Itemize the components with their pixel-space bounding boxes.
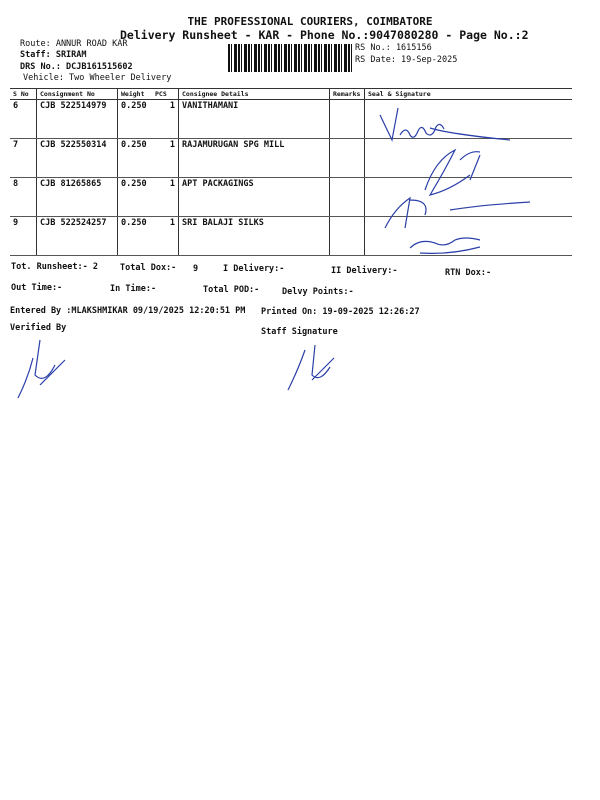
table-row: 8 CJB 81265865 0.250 1 APT PACKAGINGS [10,177,572,217]
cell-seal-signature [364,177,572,217]
total-dox: Total Dox:- [120,263,177,273]
vehicle: Vehicle: Two Wheeler Delivery [23,73,172,83]
signature-row6 [379,107,511,142]
tot-runsheet: Tot. Runsheet:- 2 [11,262,98,272]
verified-by: Verified By [10,323,67,333]
cell-pcs: 1 [152,216,179,256]
cell-consignment-no: CJB 522550314 [36,138,118,178]
cell-weight: 0.250 [117,99,152,139]
signature-row7 [424,148,481,196]
entered-by: Entered By :MLAKSHMIKAR 09/19/2025 12:20… [10,306,246,316]
rs-date: RS Date: 19-Sep-2025 [355,55,458,65]
col-pcs: PCS [152,88,179,100]
col-seal: Seal & Signature [364,88,572,100]
cell-sno: 9 [10,216,37,256]
delvy-points: Delvy Points:- [282,287,354,297]
cell-sno: 8 [10,177,37,217]
consignment-table: S No Consignment No Weight PCS Consignee… [10,88,572,256]
col-remarks: Remarks [329,88,365,100]
total-pod: Total POD:- [203,285,260,295]
route: Route: ANNUR ROAD KAR [20,39,128,49]
cell-consignment-no: CJB 522514979 [36,99,118,139]
cell-remarks [329,177,365,217]
cell-consignment-no: CJB 81265865 [36,177,118,217]
staff-signature: Staff Signature [261,327,338,337]
ii-delivery: II Delivery:- [331,266,398,276]
runsheet-title: Delivery Runsheet - KAR - Phone No.:9047… [120,28,529,42]
company-title: THE PROFESSIONAL COURIERS, COIMBATORE [187,15,433,28]
cell-pcs: 1 [152,99,179,139]
staff-signature-mark [287,344,335,391]
printed-on: Printed On: 19-09-2025 12:26:27 [261,307,420,317]
total-dox-value: 9 [193,264,199,274]
rtn-dox: RTN Dox:- [445,268,492,278]
cell-remarks [329,99,365,139]
signature-row8 [384,196,531,229]
cell-sno: 7 [10,138,37,178]
barcode [228,44,352,72]
col-consignment: Consignment No [36,88,118,100]
cell-sno: 6 [10,99,37,139]
verified-signature [17,339,66,399]
cell-remarks [329,138,365,178]
table-row: 6 CJB 522514979 0.250 1 VANITHAMANI [10,99,572,139]
col-sno: S No [10,88,37,100]
i-delivery: I Delivery:- [223,264,285,274]
cell-pcs: 1 [152,177,179,217]
signature-row9 [409,237,481,254]
table-row: 9 CJB 522524257 0.250 1 SRI BALAJI SILKS [10,216,572,256]
out-time: Out Time:- [11,283,63,293]
staff: Staff: SRIRAM [20,50,87,60]
in-time: In Time:- [110,284,157,294]
cell-consignee: RAJAMURUGAN SPG MILL [178,138,330,178]
cell-weight: 0.250 [117,177,152,217]
cell-weight: 0.250 [117,216,152,256]
rs-no: RS No.: 1615156 [355,43,432,53]
cell-seal-signature [364,99,572,139]
cell-weight: 0.250 [117,138,152,178]
table-row: 7 CJB 522550314 0.250 1 RAJAMURUGAN SPG MILL [10,138,572,178]
col-weight: Weight [117,88,152,100]
drs-no: DRS No.: DCJB161515602 [20,62,133,72]
cell-pcs: 1 [152,138,179,178]
cell-consignee: APT PACKAGINGS [178,177,330,217]
cell-seal-signature [364,138,572,178]
cell-remarks [329,216,365,256]
cell-consignee: VANITHAMANI [178,99,330,139]
cell-consignment-no: CJB 522524257 [36,216,118,256]
cell-consignee: SRI BALAJI SILKS [178,216,330,256]
col-consignee: Consignee Details [178,88,330,100]
